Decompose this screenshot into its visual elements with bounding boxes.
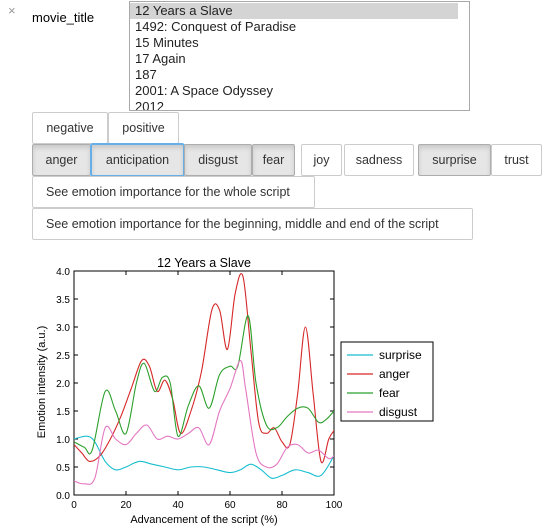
series-line-anger xyxy=(74,273,334,464)
movie-option[interactable]: 1492: Conquest of Paradise xyxy=(135,19,297,34)
y-tick-label: 4.0 xyxy=(56,267,70,278)
series-line-disgust xyxy=(74,360,334,485)
movie-option[interactable]: 12 Years a Slave xyxy=(130,3,458,19)
x-tick-label: 80 xyxy=(276,500,288,511)
legend-box xyxy=(340,341,434,422)
emotion-trust-button[interactable]: trust xyxy=(491,144,542,176)
y-tick-label: 2.0 xyxy=(56,379,70,390)
movie-option[interactable]: 2001: A Space Odyssey xyxy=(135,83,274,98)
movie-title-label: movie_title xyxy=(32,10,95,25)
y-tick-label: 3.0 xyxy=(56,323,70,334)
chart-legend: surprise anger fear disgust xyxy=(340,341,434,422)
emotion-anger-button[interactable]: anger xyxy=(32,144,91,176)
y-tick-label: 3.5 xyxy=(56,295,70,306)
sentiment-negative-button[interactable]: negative xyxy=(32,112,108,144)
x-tick-label: 60 xyxy=(224,500,236,511)
legend-label-disgust: disgust xyxy=(379,405,418,419)
movie-title-select[interactable]: 12 Years a Slave 1492: Conquest of Paradi… xyxy=(129,1,470,111)
x-tick-label: 0 xyxy=(71,500,77,511)
listbox-scrollbar[interactable] xyxy=(459,2,469,110)
x-tick-label: 100 xyxy=(326,500,343,511)
legend-label-surprise: surprise xyxy=(379,348,422,362)
movie-option[interactable]: 187 xyxy=(135,67,157,82)
emotion-surprise-button[interactable]: surprise xyxy=(418,144,491,176)
x-tick-label: 20 xyxy=(120,500,132,511)
sentiment-positive-button[interactable]: positive xyxy=(108,112,179,144)
series-line-surprise xyxy=(74,435,334,479)
close-icon[interactable]: × xyxy=(8,3,16,18)
emotion-disgust-button[interactable]: disgust xyxy=(184,144,252,176)
y-tick-label: 0.5 xyxy=(56,463,70,474)
movie-option[interactable]: 15 Minutes xyxy=(135,35,199,50)
x-tick-label: 40 xyxy=(172,500,184,511)
x-axis-label: Advancement of the script (%) xyxy=(130,514,277,526)
segments-button[interactable]: See emotion importance for the beginning… xyxy=(32,208,473,240)
whole-script-button[interactable]: See emotion importance for the whole scr… xyxy=(32,176,315,208)
emotion-fear-button[interactable]: fear xyxy=(252,144,295,176)
y-axis-label: Emotion intensity (a.u.) xyxy=(36,326,48,439)
legend-label-anger: anger xyxy=(379,367,410,381)
plot-area: 0.0 0.5 1.0 1.5 2.0 2.5 3.0 3.5 4.0 0 20 40 60 80 100 xyxy=(56,267,343,511)
y-tick-label: 1.5 xyxy=(56,407,70,418)
series-line-fear xyxy=(74,315,334,455)
emotion-anticipation-button[interactable]: anticipation xyxy=(91,144,184,176)
movie-option[interactable]: 17 Again xyxy=(135,51,186,66)
emotion-sadness-button[interactable]: sadness xyxy=(344,144,414,176)
movie-option[interactable]: 2012 xyxy=(135,99,164,111)
emotion-chart: 12 Years a Slave 0.0 0.5 1.0 1.5 2.0 2.5 3.0 3.… xyxy=(36,256,434,526)
chart-title: 12 Years a Slave xyxy=(157,256,251,270)
y-tick-label: 2.5 xyxy=(56,351,70,362)
plot-frame xyxy=(73,270,335,496)
legend-label-fear: fear xyxy=(379,386,400,400)
y-tick-label: 1.0 xyxy=(56,435,70,446)
emotion-joy-button[interactable]: joy xyxy=(301,144,342,176)
y-tick-label: 0.0 xyxy=(56,491,70,502)
